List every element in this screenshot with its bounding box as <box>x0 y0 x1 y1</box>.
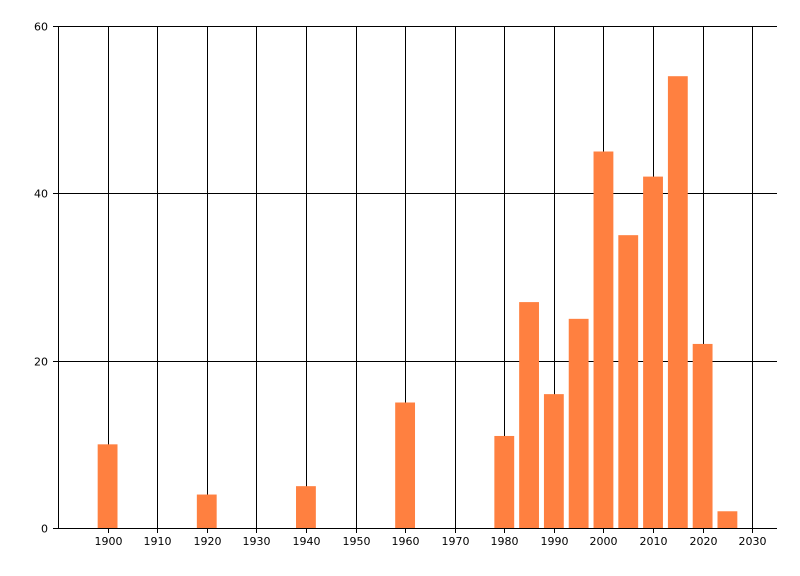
x-tick-label: 1990 <box>541 535 569 548</box>
y-tick-label: 20 <box>34 356 48 369</box>
bar-2025 <box>717 511 738 528</box>
y-tick-label: 0 <box>41 523 48 536</box>
bar-2015 <box>667 76 688 528</box>
bar-1995 <box>568 318 589 528</box>
x-tick-label: 1930 <box>243 535 271 548</box>
y-tick-label: 60 <box>34 21 48 34</box>
x-tick-label: 1940 <box>293 535 321 548</box>
x-tick-label: 1980 <box>491 535 519 548</box>
bar-2005 <box>618 235 639 528</box>
x-tick-label: 2020 <box>690 535 718 548</box>
bar-2020 <box>692 343 713 528</box>
x-tick-label: 1900 <box>95 535 123 548</box>
x-tick-label: 2010 <box>640 535 668 548</box>
bar-1900 <box>97 444 118 528</box>
bar-1990 <box>543 394 564 528</box>
bar-1960 <box>395 402 416 528</box>
bar-2000 <box>593 151 614 528</box>
x-tick-label: 2000 <box>590 535 618 548</box>
bar-1980 <box>494 435 515 528</box>
bars <box>97 76 738 528</box>
x-tick-label: 1960 <box>392 535 420 548</box>
axes <box>53 26 777 533</box>
x-tick-label: 2030 <box>739 535 767 548</box>
bar-1920 <box>196 494 217 528</box>
x-tick-label: 1970 <box>442 535 470 548</box>
tick-labels: 0 20 40 60 1900 1910 1920 1930 1940 1950 1960 1970 1… <box>34 21 767 549</box>
bar-1985 <box>519 302 539 528</box>
x-tick-label: 1920 <box>194 535 222 548</box>
y-tick-label: 40 <box>34 188 48 201</box>
bar-2010 <box>643 176 663 528</box>
x-tick-label: 1910 <box>144 535 172 548</box>
x-tick-label: 1950 <box>343 535 371 548</box>
bar-1940 <box>296 486 316 528</box>
